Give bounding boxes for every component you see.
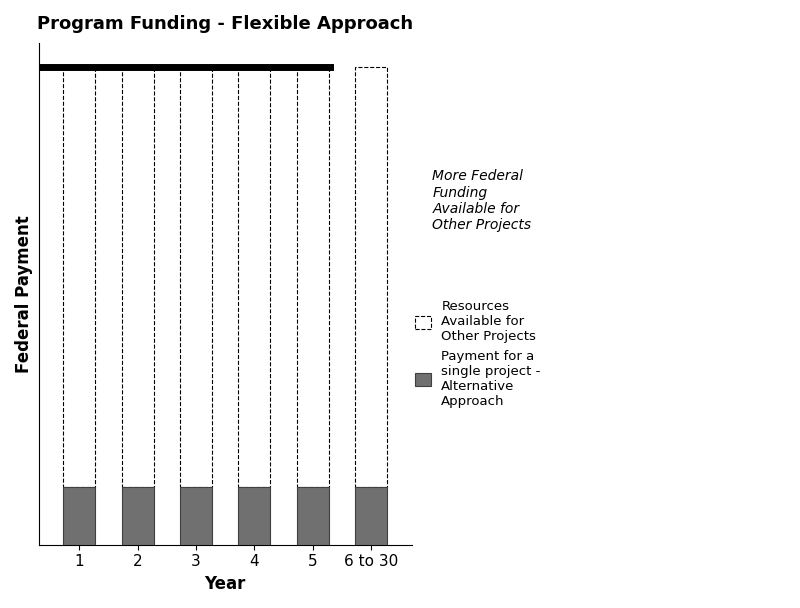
Bar: [122, 67, 154, 488]
Bar: [63, 67, 95, 488]
Bar: [355, 67, 387, 488]
Text: More Federal
Funding
Available for
Other Projects: More Federal Funding Available for Other…: [433, 169, 531, 232]
Bar: [63, 488, 95, 545]
X-axis label: Year: Year: [205, 575, 246, 593]
Bar: [355, 488, 387, 545]
Bar: [238, 67, 270, 488]
Title: Program Funding - Flexible Approach: Program Funding - Flexible Approach: [38, 15, 414, 33]
Bar: [297, 67, 329, 488]
Bar: [238, 488, 270, 545]
Bar: [180, 488, 212, 545]
Bar: [122, 488, 154, 545]
Legend: Resources
Available for
Other Projects, Payment for a
single project -
Alternati: Resources Available for Other Projects, …: [408, 294, 547, 415]
Y-axis label: Federal Payment: Federal Payment: [15, 215, 33, 373]
Bar: [297, 488, 329, 545]
Bar: [180, 67, 212, 488]
